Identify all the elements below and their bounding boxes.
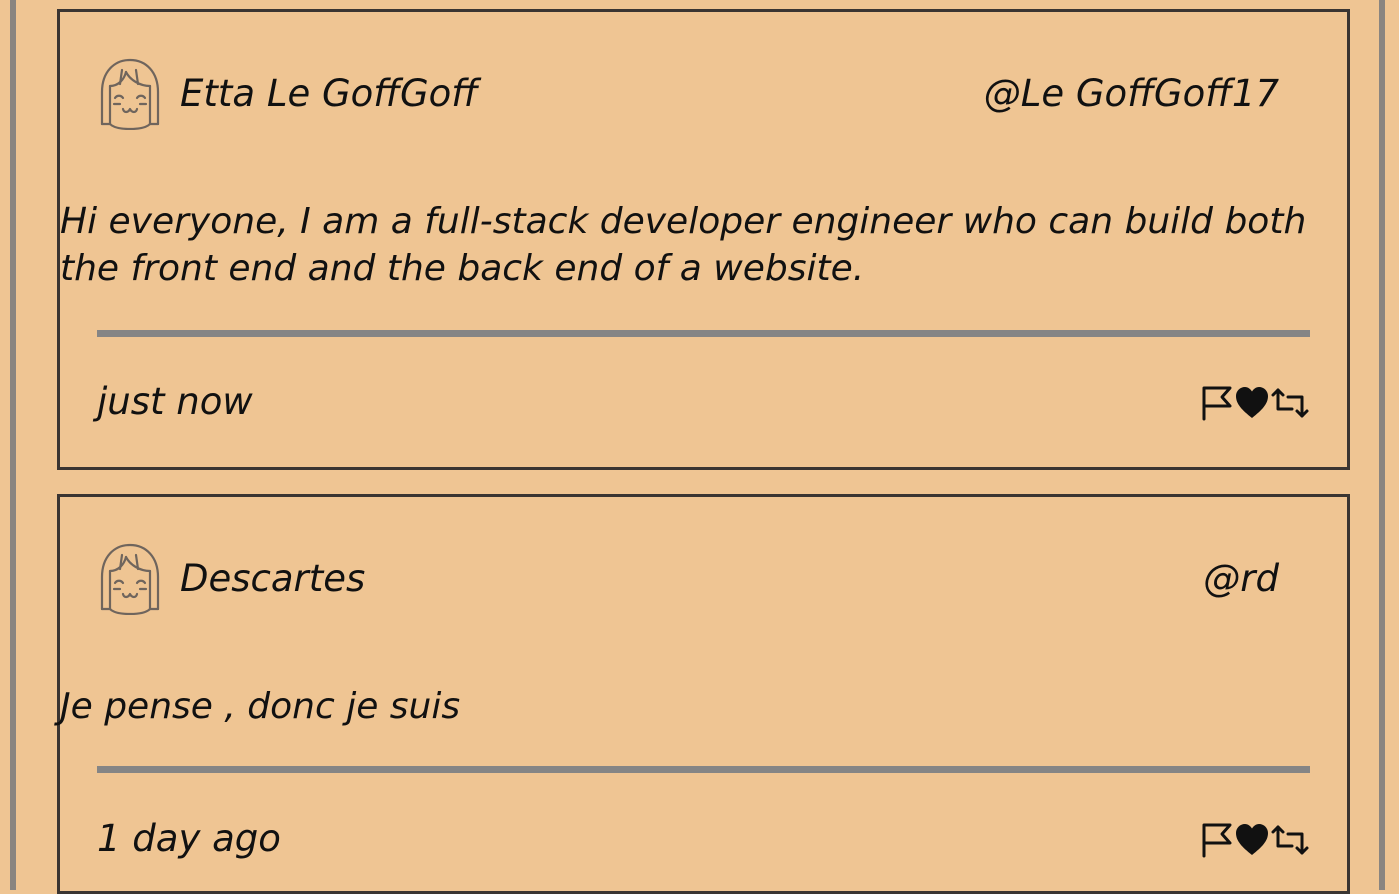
divider (97, 330, 1310, 337)
tweet-time: just now (97, 380, 253, 423)
retweet-icon[interactable] (1270, 824, 1310, 856)
tweet-content: Je pense , donc je suis (60, 686, 461, 727)
author-name[interactable]: Descartes (180, 557, 366, 600)
page-frame (10, 0, 1385, 890)
divider (97, 766, 1310, 773)
tweet-card: Descartes @rd Je pense , donc je suis 1 … (57, 494, 1350, 894)
author-handle[interactable]: @rd (1203, 557, 1279, 600)
girl-avatar-icon (100, 58, 160, 130)
tweet-content: Hi everyone, I am a full-stack developer… (60, 201, 1307, 289)
flag-icon[interactable] (1200, 822, 1234, 858)
girl-avatar-icon (100, 543, 160, 615)
heart-icon[interactable] (1234, 823, 1270, 857)
author-name[interactable]: Etta Le GoffGoff (180, 72, 478, 115)
retweet-icon[interactable] (1270, 387, 1310, 419)
tweet-header: Etta Le GoffGoff @Le GoffGoff17 (96, 56, 1279, 132)
heart-icon[interactable] (1234, 386, 1270, 420)
flag-icon[interactable] (1200, 385, 1234, 421)
tweet-time: 1 day ago (97, 817, 281, 860)
tweet-actions (1200, 384, 1310, 422)
author-handle[interactable]: @Le GoffGoff17 (983, 72, 1279, 115)
tweet-actions (1200, 821, 1310, 859)
tweet-card: Etta Le GoffGoff @Le GoffGoff17 Hi every… (57, 9, 1350, 470)
tweet-footer: 1 day ago (97, 813, 1310, 863)
tweet-footer: just now (97, 376, 1310, 426)
tweet-header: Descartes @rd (96, 541, 1279, 617)
